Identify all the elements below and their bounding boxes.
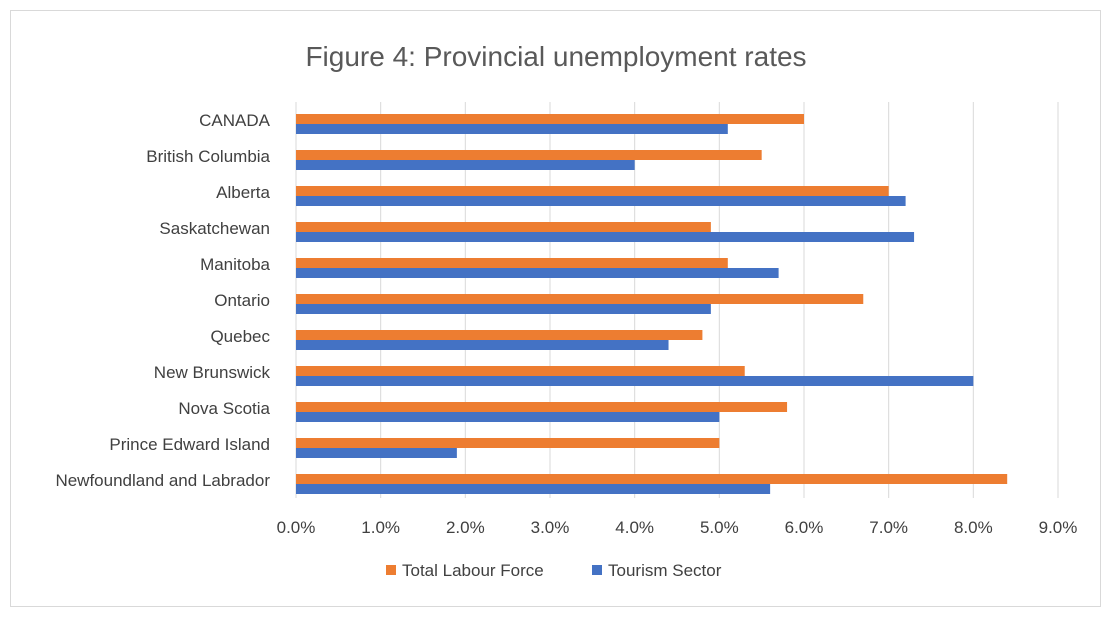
bar-tourism-sector <box>296 124 728 134</box>
category-label: Prince Edward Island <box>109 435 270 454</box>
category-label: Saskatchewan <box>159 219 270 238</box>
bar-tourism-sector <box>296 448 457 458</box>
category-label: Nova Scotia <box>178 399 270 418</box>
x-tick-label: 2.0% <box>446 518 485 537</box>
bar-tourism-sector <box>296 232 915 242</box>
chart-svg: Figure 4: Provincial unemployment rates … <box>55 41 1078 580</box>
bar-tourism-sector <box>296 484 771 494</box>
bar-total-labour-force <box>296 222 711 232</box>
bars <box>296 114 1008 494</box>
chart-title: Figure 4: Provincial unemployment rates <box>305 41 806 72</box>
bar-total-labour-force <box>296 114 804 124</box>
category-label: Newfoundland and Labrador <box>55 471 270 490</box>
bar-tourism-sector <box>296 376 974 386</box>
x-tick-label: 4.0% <box>615 518 654 537</box>
category-label: New Brunswick <box>154 363 271 382</box>
category-label: British Columbia <box>146 147 270 166</box>
legend-label: Tourism Sector <box>608 561 722 580</box>
bar-tourism-sector <box>296 268 779 278</box>
bar-tourism-sector <box>296 196 906 206</box>
x-tick-label: 6.0% <box>785 518 824 537</box>
bar-total-labour-force <box>296 150 762 160</box>
x-tick-label: 7.0% <box>869 518 908 537</box>
legend-label: Total Labour Force <box>402 561 544 580</box>
x-axis-tick-labels: 0.0% 1.0% 2.0% 3.0% 4.0% 5.0% 6.0% 7.0% 8.0% 9.0% <box>277 518 1078 537</box>
bar-total-labour-force <box>296 366 745 376</box>
x-tick-label: 9.0% <box>1039 518 1078 537</box>
x-tick-label: 0.0% <box>277 518 316 537</box>
bar-tourism-sector <box>296 412 720 422</box>
bar-total-labour-force <box>296 294 864 304</box>
bar-tourism-sector <box>296 160 635 170</box>
category-label: Quebec <box>210 327 270 346</box>
bar-total-labour-force <box>296 474 1008 484</box>
category-label: Ontario <box>214 291 270 310</box>
bar-total-labour-force <box>296 186 889 196</box>
bar-tourism-sector <box>296 340 669 350</box>
bar-tourism-sector <box>296 304 711 314</box>
category-label: Manitoba <box>200 255 270 274</box>
legend-swatch <box>386 565 396 575</box>
legend: Total Labour Force Tourism Sector <box>386 561 722 580</box>
chart-area: Figure 4: Provincial unemployment rates … <box>10 10 1101 607</box>
bar-total-labour-force <box>296 330 703 340</box>
x-tick-label: 8.0% <box>954 518 993 537</box>
bar-total-labour-force <box>296 438 720 448</box>
category-label: CANADA <box>199 111 271 130</box>
x-tick-label: 5.0% <box>700 518 739 537</box>
legend-swatch <box>592 565 602 575</box>
bar-total-labour-force <box>296 402 788 412</box>
category-labels: CANADA British Columbia Alberta Saskatchewa… <box>55 111 270 490</box>
bar-total-labour-force <box>296 258 728 268</box>
category-label: Alberta <box>216 183 270 202</box>
x-tick-label: 1.0% <box>361 518 400 537</box>
x-tick-label: 3.0% <box>531 518 570 537</box>
